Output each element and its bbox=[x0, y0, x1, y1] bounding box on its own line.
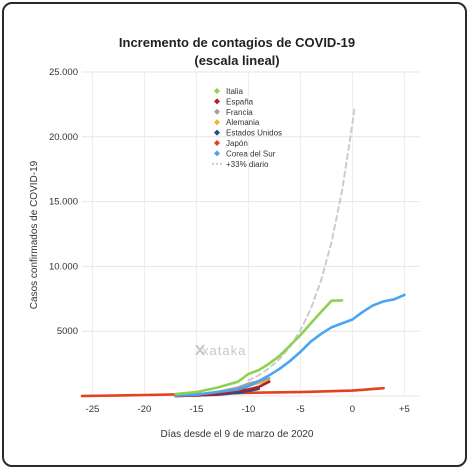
legend-label: +33% diario bbox=[226, 160, 269, 169]
legend-swatch bbox=[214, 119, 220, 126]
y-tick-label: 5000 bbox=[57, 326, 78, 337]
watermark-logo-icon bbox=[195, 344, 205, 356]
legend-label: Japón bbox=[226, 139, 248, 148]
legend-swatch bbox=[214, 98, 220, 105]
tick-labels: 5000 10.000 15.000 20.000 25.000 -25 -20 -15 -10… bbox=[49, 67, 410, 415]
legend-swatch bbox=[214, 140, 220, 146]
legend-label: Alemania bbox=[226, 118, 260, 127]
series-line-jap-n bbox=[80, 386, 385, 398]
x-tick-label: -10 bbox=[242, 404, 256, 415]
chart-subtitle: (escala lineal) bbox=[194, 53, 279, 68]
y-tick-label: 10.000 bbox=[49, 261, 78, 272]
x-tick-label: 0 bbox=[350, 404, 355, 415]
series-lines bbox=[80, 107, 406, 398]
x-tick-label: -5 bbox=[296, 404, 304, 415]
series-line-corea-del-sur bbox=[174, 293, 406, 397]
legend-label: España bbox=[226, 97, 254, 106]
x-tick-label: +5 bbox=[399, 404, 410, 415]
y-axis-label: Casos confirmados de COVID-19 bbox=[29, 160, 40, 309]
legend-swatch bbox=[214, 129, 220, 136]
y-tick-label: 20.000 bbox=[49, 132, 78, 143]
legend-label: Corea del Sur bbox=[226, 149, 276, 158]
x-axis-label: Días desde el 9 de marzo de 2020 bbox=[161, 429, 314, 440]
y-tick-label: 15.000 bbox=[49, 197, 78, 208]
x-tick-label: -20 bbox=[138, 404, 152, 415]
legend-swatch bbox=[214, 88, 220, 94]
legend-label: Italia bbox=[226, 87, 243, 96]
legend-label: Francia bbox=[226, 108, 253, 117]
legend-swatch bbox=[214, 150, 220, 157]
x-tick-label: -25 bbox=[86, 404, 100, 415]
series-line-italia bbox=[174, 299, 344, 396]
x-tick-label: -15 bbox=[190, 404, 204, 415]
series-line-33-diario bbox=[247, 107, 356, 382]
y-tick-label: 25.000 bbox=[49, 67, 78, 78]
legend-label: Estados Unidos bbox=[226, 129, 282, 138]
legend-swatch bbox=[214, 108, 220, 115]
watermark: xataka bbox=[202, 343, 246, 358]
chart-title: Incremento de contagios de COVID-19 bbox=[119, 35, 355, 50]
grid bbox=[82, 71, 420, 397]
